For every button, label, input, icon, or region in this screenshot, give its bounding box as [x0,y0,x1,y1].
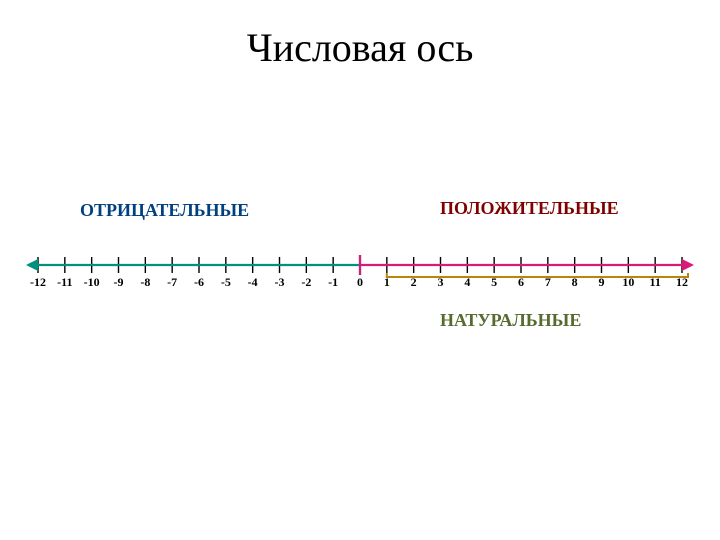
slide: Числовая ось ОТРИЦАТЕЛЬНЫЕ ПОЛОЖИТЕЛЬНЫЕ… [0,0,720,540]
tick-label: 3 [438,275,444,290]
tick-label: -12 [30,275,46,290]
tick-label: 5 [491,275,497,290]
label-natural: НАТУРАЛЬНЫЕ [440,310,581,331]
tick-label: 6 [518,275,524,290]
tick-label: -11 [57,275,72,290]
tick-label: 12 [676,275,688,290]
tick-label: -9 [114,275,124,290]
tick-label: 7 [545,275,551,290]
tick-label: 0 [357,275,363,290]
tick-label: -5 [221,275,231,290]
tick-label: -10 [84,275,100,290]
tick-label: 1 [384,275,390,290]
tick-label: 8 [572,275,578,290]
tick-label: -3 [275,275,285,290]
tick-label: -2 [301,275,311,290]
page-title: Числовая ось [0,24,720,71]
label-negative: ОТРИЦАТЕЛЬНЫЕ [80,200,249,221]
tick-label: -7 [167,275,177,290]
tick-label: -8 [140,275,150,290]
tick-label: 9 [599,275,605,290]
tick-label: -6 [194,275,204,290]
label-positive: ПОЛОЖИТЕЛЬНЫЕ [440,198,619,219]
number-line: -12-11-10-9-8-7-6-5-4-3-2-10123456789101… [20,245,700,305]
tick-label: 4 [464,275,470,290]
tick-label: 11 [649,275,660,290]
tick-label: -1 [328,275,338,290]
tick-label: 10 [622,275,634,290]
tick-label: -4 [248,275,258,290]
tick-label: 2 [411,275,417,290]
